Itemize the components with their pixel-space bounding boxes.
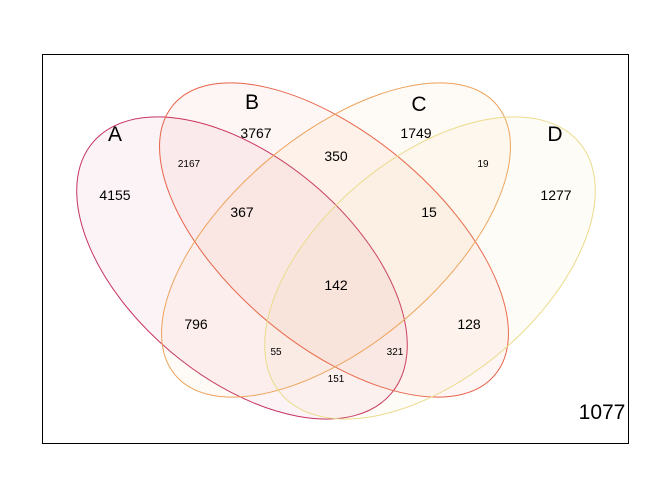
region-count-a: 4155: [99, 187, 130, 203]
region-count-abd: 321: [387, 347, 404, 358]
region-count-c: 1749: [400, 125, 431, 141]
region-count-bd: 128: [457, 316, 481, 332]
region-count-bc: 350: [324, 148, 348, 164]
region-count-acd: 55: [270, 347, 282, 358]
set-label-d: D: [547, 123, 562, 146]
region-count-outside: 1077: [579, 401, 626, 424]
region-count-bcd: 15: [421, 204, 437, 220]
region-count-abcd: 142: [324, 277, 348, 293]
region-count-ac: 796: [184, 316, 208, 332]
region-count-ad: 151: [328, 374, 345, 385]
set-label-b: B: [245, 91, 259, 114]
set-a-ellipse: [76, 116, 408, 420]
diagram-frame: [42, 54, 629, 444]
set-c-ellipse: [161, 82, 511, 398]
region-count-d: 1277: [540, 187, 571, 203]
set-d-ellipse: [264, 116, 596, 420]
set-b-ellipse: [159, 82, 509, 398]
region-count-abc: 367: [230, 204, 254, 220]
region-count-ab: 2167: [178, 159, 201, 170]
set-label-a: A: [108, 123, 122, 146]
region-count-cd: 19: [477, 159, 489, 170]
region-count-b: 3767: [240, 125, 271, 141]
set-label-c: C: [411, 93, 426, 116]
